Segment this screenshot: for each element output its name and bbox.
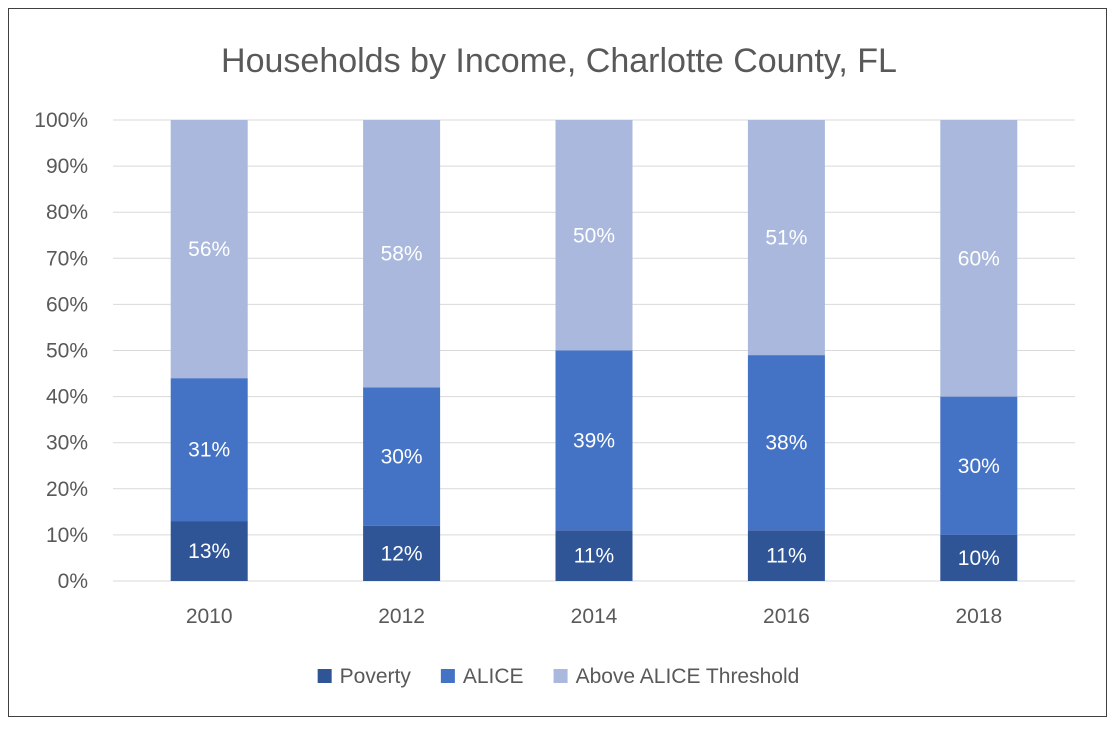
x-tick-label: 2014 (571, 605, 618, 628)
bar-segment (747, 530, 825, 581)
legend-label: ALICE (463, 665, 524, 688)
data-label: 56% (188, 238, 230, 261)
legend-label: Above ALICE Threshold (576, 665, 800, 688)
y-tick-label: 10% (46, 524, 88, 547)
y-tick-label: 40% (46, 386, 88, 409)
bar-segment (747, 355, 825, 531)
y-tick-label: 90% (46, 155, 88, 178)
bar-segment (940, 120, 1018, 397)
x-axis-ticks: 2010 2012 2014 2016 2018 (186, 605, 1002, 628)
bar-segment (747, 120, 825, 356)
data-label: 11% (574, 545, 614, 568)
bar-segment (363, 525, 441, 581)
data-label: 12% (381, 542, 423, 565)
bar-segment (555, 350, 633, 531)
data-label: 51% (765, 227, 807, 250)
y-axis-ticks: 0% 10% 20% 30% 40% 50% 60% 70% 80% 90% 100% (34, 109, 88, 593)
data-label: 13% (188, 540, 230, 563)
y-tick-label: 50% (46, 340, 88, 363)
legend-swatch (317, 669, 332, 683)
data-label: 10% (958, 547, 1000, 570)
bar-segment (555, 530, 633, 581)
bar-segment (363, 387, 441, 526)
bar-segment (555, 120, 633, 351)
y-tick-label: 80% (46, 201, 88, 224)
y-tick-label: 60% (46, 293, 88, 316)
bar-segment (363, 120, 441, 388)
data-label: 50% (573, 224, 615, 247)
legend-swatch (440, 669, 455, 683)
data-label: 39% (573, 429, 615, 452)
bars: 13% 31% 56% 12% 30% 58% 11% 39% 50% 11% 38% 51% 10% 3… (170, 120, 1018, 581)
data-label: 60% (958, 247, 1000, 270)
x-tick-label: 2018 (955, 605, 1002, 628)
data-label: 11% (766, 545, 806, 568)
legend: Poverty ALICE Above ALICE Threshold (317, 665, 800, 688)
data-label: 58% (381, 243, 423, 266)
data-label: 30% (958, 455, 1000, 478)
bar-segment (170, 378, 248, 522)
x-tick-label: 2016 (763, 605, 810, 628)
y-tick-label: 70% (46, 247, 88, 270)
x-tick-label: 2012 (378, 605, 425, 628)
legend-swatch (553, 669, 568, 683)
y-tick-label: 100% (34, 109, 88, 132)
bar-segment (940, 396, 1018, 535)
data-label: 31% (188, 439, 230, 462)
y-tick-label: 20% (46, 478, 88, 501)
bar-segment (170, 521, 248, 581)
x-tick-label: 2010 (186, 605, 233, 628)
data-label: 38% (765, 432, 807, 455)
bar-segment (940, 534, 1018, 581)
bar-segment (170, 120, 248, 379)
data-label: 30% (381, 446, 423, 469)
chart-title: Households by Income, Charlotte County, … (221, 42, 897, 80)
legend-label: Poverty (340, 665, 412, 688)
y-tick-label: 30% (46, 432, 88, 455)
y-tick-label: 0% (58, 570, 88, 593)
